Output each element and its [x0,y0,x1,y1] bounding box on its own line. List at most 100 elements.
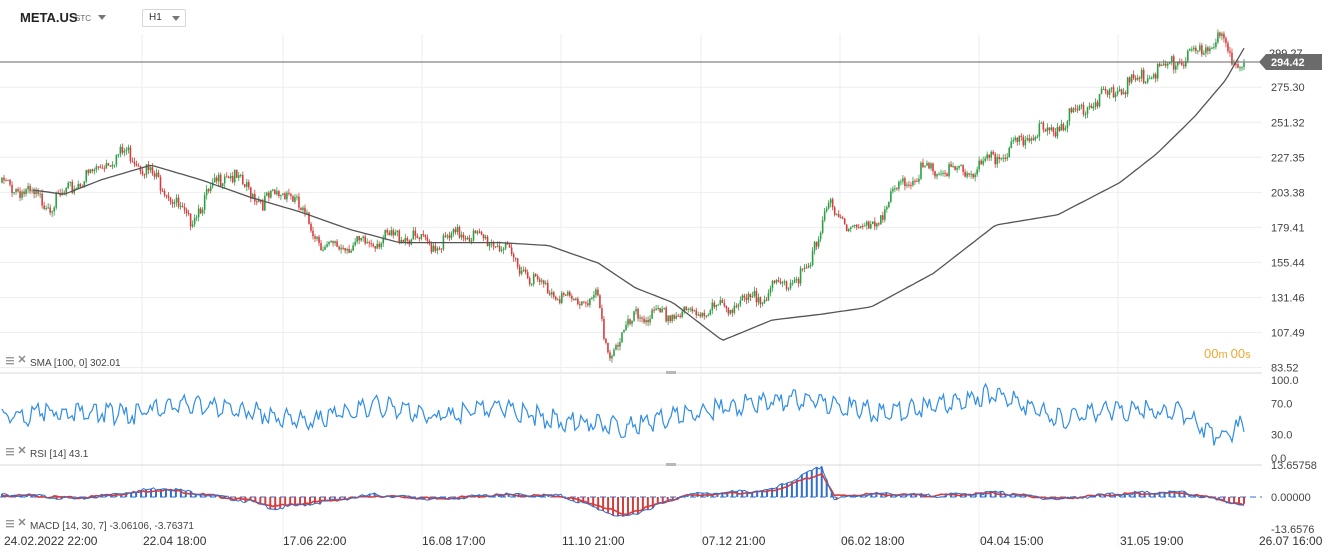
chevron-down-icon [172,16,180,21]
candle-body [103,168,106,170]
candle-body [215,177,218,182]
macd-hist-bar [507,494,510,497]
candle-body [811,250,814,265]
macd-signal-line [1,472,1245,516]
candle-body [316,236,318,239]
candle-body [573,298,575,301]
candle-body [510,247,513,255]
candle-body [721,300,724,303]
candle-body [133,161,136,165]
candle-body [1146,78,1149,83]
candle-body [565,294,567,296]
candle-body [169,197,172,202]
candle-body [597,289,599,296]
candle-body [79,184,82,187]
candle-body [554,296,557,300]
price-axis: 83.52 107.49 131.46 155.44 179.41 203.38 227.3… [1271,82,1305,374]
menu-icon[interactable] [6,520,14,528]
candle-body [751,296,754,298]
candle-body [268,192,270,198]
candle-body [1006,157,1009,159]
candle-body [243,184,246,187]
chevron-down-icon[interactable] [98,15,106,20]
candle-body [950,164,952,167]
candle-body [631,320,633,324]
macd-hist-bar [835,497,838,500]
candle-body [87,170,90,174]
macd-hist-bar [164,488,167,497]
candle-body [440,248,443,250]
candle-body [968,173,970,175]
candle-body [1130,74,1133,83]
candle-body [695,310,698,316]
candle-body [290,193,292,196]
candle-body [1176,62,1179,66]
price-tick-label: 203.38 [1271,187,1305,199]
candle-body [464,238,467,240]
timeframe-select[interactable]: H1 [142,9,186,27]
candle-body [645,320,647,323]
macd-hist-bar [825,479,828,497]
candle-body [179,206,182,208]
close-icon[interactable] [18,518,26,526]
close-icon[interactable] [18,355,26,363]
menu-icon[interactable] [6,357,14,365]
candle-body [843,218,846,225]
candle-body [605,338,607,343]
candle-body [1000,158,1003,160]
candle-body [83,181,86,188]
candle-body [213,177,216,183]
candle-body [143,174,146,176]
candle-body [763,299,766,304]
candle-body [575,298,577,301]
candle-body [430,243,433,252]
candle-body [436,248,439,251]
macd-hist-bar [1238,497,1241,505]
candle-body [1104,88,1107,92]
macd-hist-bar [199,494,202,497]
macd-hist-bar [592,497,595,507]
close-icon[interactable] [18,446,26,454]
candle-body [354,241,356,246]
candle-body [595,289,597,296]
candle-body [276,191,278,195]
candle-body [310,223,312,231]
candle-body [1026,138,1029,140]
candle-body [1040,122,1043,124]
macd-hist-bar [249,497,252,501]
candle-body [1052,127,1055,133]
candle-body [328,241,330,245]
candle-body [422,234,425,236]
candle-body [264,195,266,211]
candle-body [878,223,880,225]
candle-body [400,239,403,243]
candle-body [163,191,166,196]
candle-body [1100,88,1103,94]
candle-body [105,163,108,169]
candle-body [13,192,15,194]
candle-body [765,299,768,301]
candle-body [318,236,320,244]
menu-icon[interactable] [6,448,14,456]
candle-body [137,165,140,167]
price-tick-label: 227.35 [1271,152,1305,164]
candle-body [994,154,996,165]
grid [0,34,1262,546]
panel-resize-handle[interactable] [666,463,676,466]
macd-hist-bar [274,497,277,510]
candle-body [300,207,302,211]
candle-body [167,195,170,198]
macd-hist-bar [597,497,600,510]
candle-body [504,242,507,249]
candle-body [617,345,619,347]
symbol-label[interactable]: META.US [20,10,78,25]
candle-body [635,309,637,312]
candle-body [701,312,704,317]
candle-body [1072,108,1075,113]
panel-resize-handle[interactable] [666,371,676,374]
candle-body [777,280,780,282]
candle-body [370,243,372,245]
macd-hist-bar [666,497,669,501]
candle-body [984,158,986,161]
candle-body [978,160,980,170]
